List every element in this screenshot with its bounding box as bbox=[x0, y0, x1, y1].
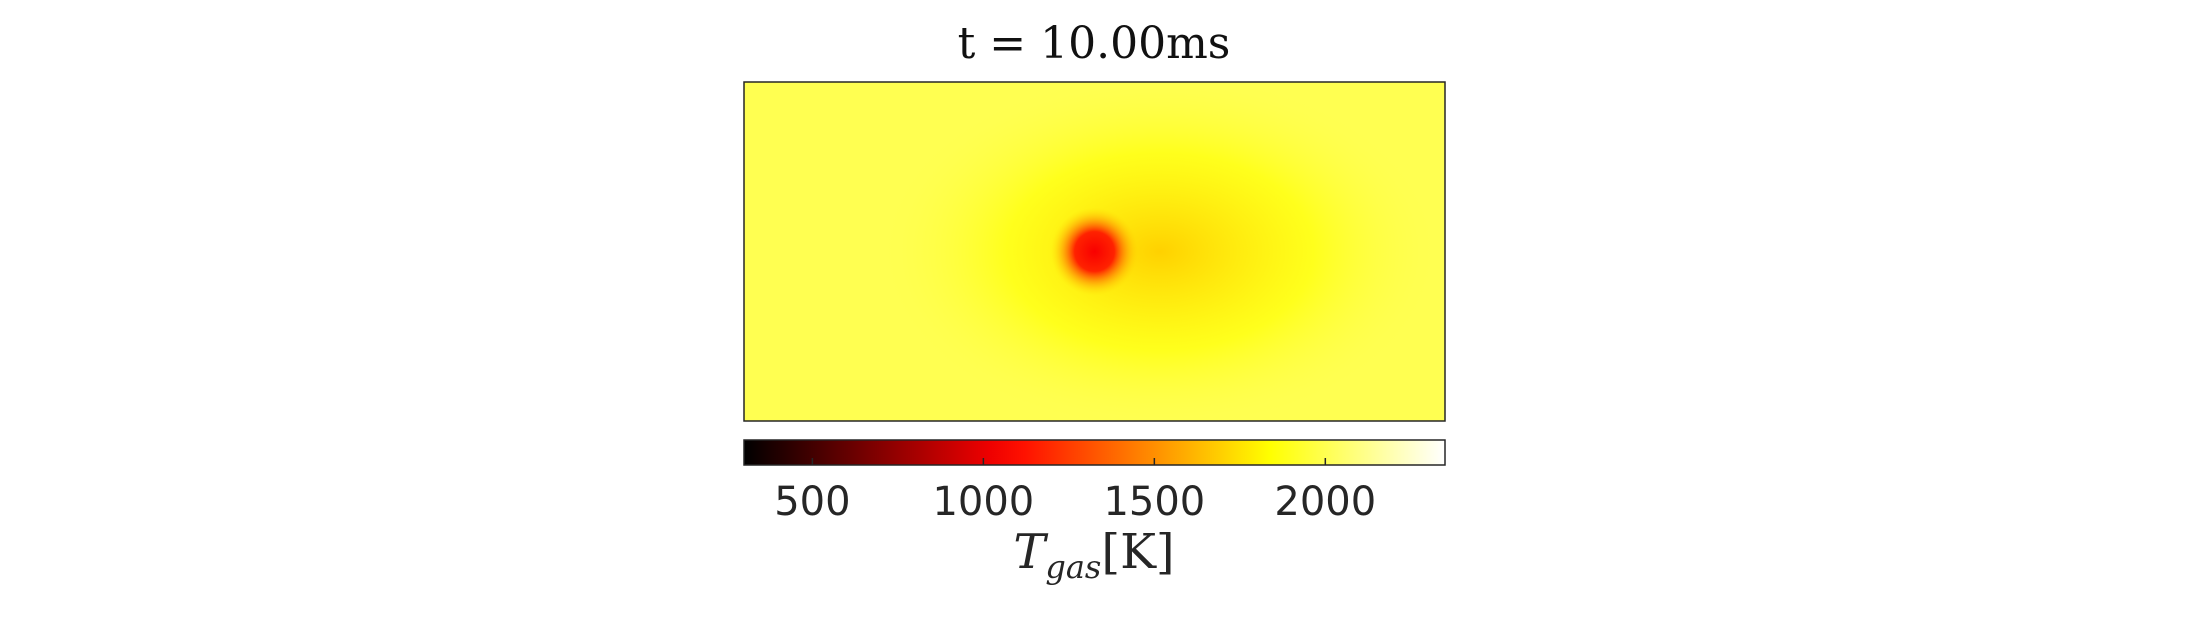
colorbar-tick-label: 2000 bbox=[1274, 479, 1376, 525]
colorbar-label-sub: gas bbox=[1045, 548, 1101, 586]
heatmap-hot-spot bbox=[1050, 207, 1139, 296]
heatmap-area bbox=[744, 82, 1445, 421]
colorbar: 500 1000 1500 2000 Tgas[K] bbox=[743, 439, 1446, 586]
colorbar-label: Tgas[K] bbox=[1013, 524, 1174, 586]
heatmap-frame bbox=[743, 81, 1446, 422]
colorbar-tick-label: 1500 bbox=[1103, 479, 1205, 525]
heatmap-plume bbox=[880, 82, 1440, 421]
colorbar-ticks: 500 1000 1500 2000 bbox=[774, 458, 1376, 525]
colorbar-label-unit: [K] bbox=[1101, 524, 1174, 580]
chart-title: t = 10.00ms bbox=[958, 18, 1231, 69]
colorbar-gradient bbox=[743, 439, 1446, 466]
colorbar-label-main: T bbox=[1013, 524, 1048, 580]
colorbar-tick-label: 500 bbox=[774, 479, 850, 525]
colorbar-tick-label: 1000 bbox=[932, 479, 1034, 525]
